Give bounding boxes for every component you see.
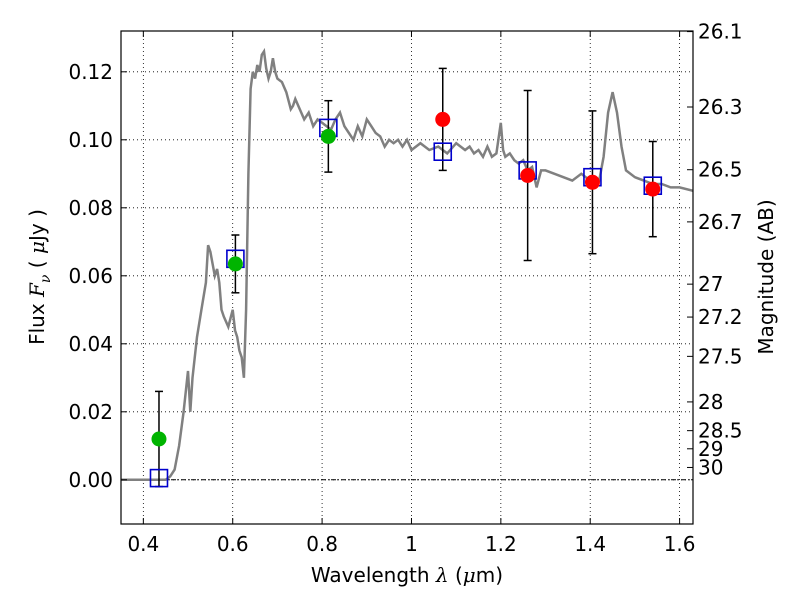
y-tick-label-1: 0.02 <box>68 400 113 424</box>
markers <box>149 67 663 488</box>
model-sed-line <box>121 47 693 482</box>
ticks: 0.4 0.6 0.8 1 1.2 1.4 1.6 0.00 0.02 0.04 0.06 0.08 0… <box>68 20 742 556</box>
mag-tick-label-4: 27 <box>698 272 723 296</box>
mag-tick-label-9: 29 <box>698 437 723 461</box>
y-tick-label-5: 0.10 <box>68 128 113 152</box>
mag-tick-label-0: 26.1 <box>698 20 743 44</box>
green-point-0 <box>151 431 167 447</box>
mag-tick-label-5: 27.2 <box>698 305 743 329</box>
plot-area <box>121 47 693 482</box>
y-tick-label-4: 0.08 <box>68 196 113 220</box>
mag-tick-label-3: 26.7 <box>698 210 743 234</box>
x-tick-label-0: 0.4 <box>127 532 159 556</box>
green-point-2 <box>320 128 336 144</box>
mag-tick-label-7: 28 <box>698 390 723 414</box>
model-box-0 <box>149 468 169 488</box>
mag-tick-label-2: 26.5 <box>698 158 743 182</box>
x-tick-label-3: 1 <box>405 532 418 556</box>
red-point-1 <box>520 168 536 183</box>
green-point-1 <box>227 256 243 272</box>
x-tick-label-4: 1.2 <box>485 532 517 556</box>
y-tick-label-0: 0.00 <box>68 468 113 492</box>
mag-tick-label-10: 30 <box>698 455 723 479</box>
red-point-0 <box>435 111 451 127</box>
y-axis-title: Flux Fν ( μJy ) <box>25 209 54 345</box>
grid <box>121 31 693 524</box>
y-tick-label-2: 0.04 <box>68 332 113 356</box>
red-point-3 <box>645 181 661 197</box>
mag-tick-label-1: 26.3 <box>698 95 743 119</box>
model-box-3 <box>433 142 453 161</box>
red-point-2 <box>584 174 600 190</box>
x-tick-label-2: 0.8 <box>306 532 338 556</box>
x-tick-label-5: 1.4 <box>574 532 606 556</box>
x-tick-label-6: 1.6 <box>664 532 696 556</box>
y-tick-label-6: 0.12 <box>68 60 113 84</box>
mag-tick-label-6: 27.5 <box>698 344 743 368</box>
mag-tick-label-8: 28.5 <box>698 419 743 443</box>
x-axis-title: Wavelength λ (μm) <box>311 563 503 587</box>
y2-axis-title: Magnitude (AB) <box>754 199 778 354</box>
x-tick-label-1: 0.6 <box>217 532 249 556</box>
y-tick-label-3: 0.06 <box>68 264 113 288</box>
plot-frame <box>120 30 694 525</box>
